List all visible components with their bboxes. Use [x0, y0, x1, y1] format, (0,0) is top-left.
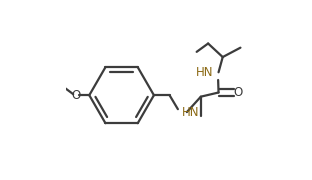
- Text: O: O: [233, 86, 242, 99]
- Text: HN: HN: [196, 66, 213, 79]
- Text: O: O: [72, 89, 81, 102]
- Text: HN: HN: [182, 106, 200, 120]
